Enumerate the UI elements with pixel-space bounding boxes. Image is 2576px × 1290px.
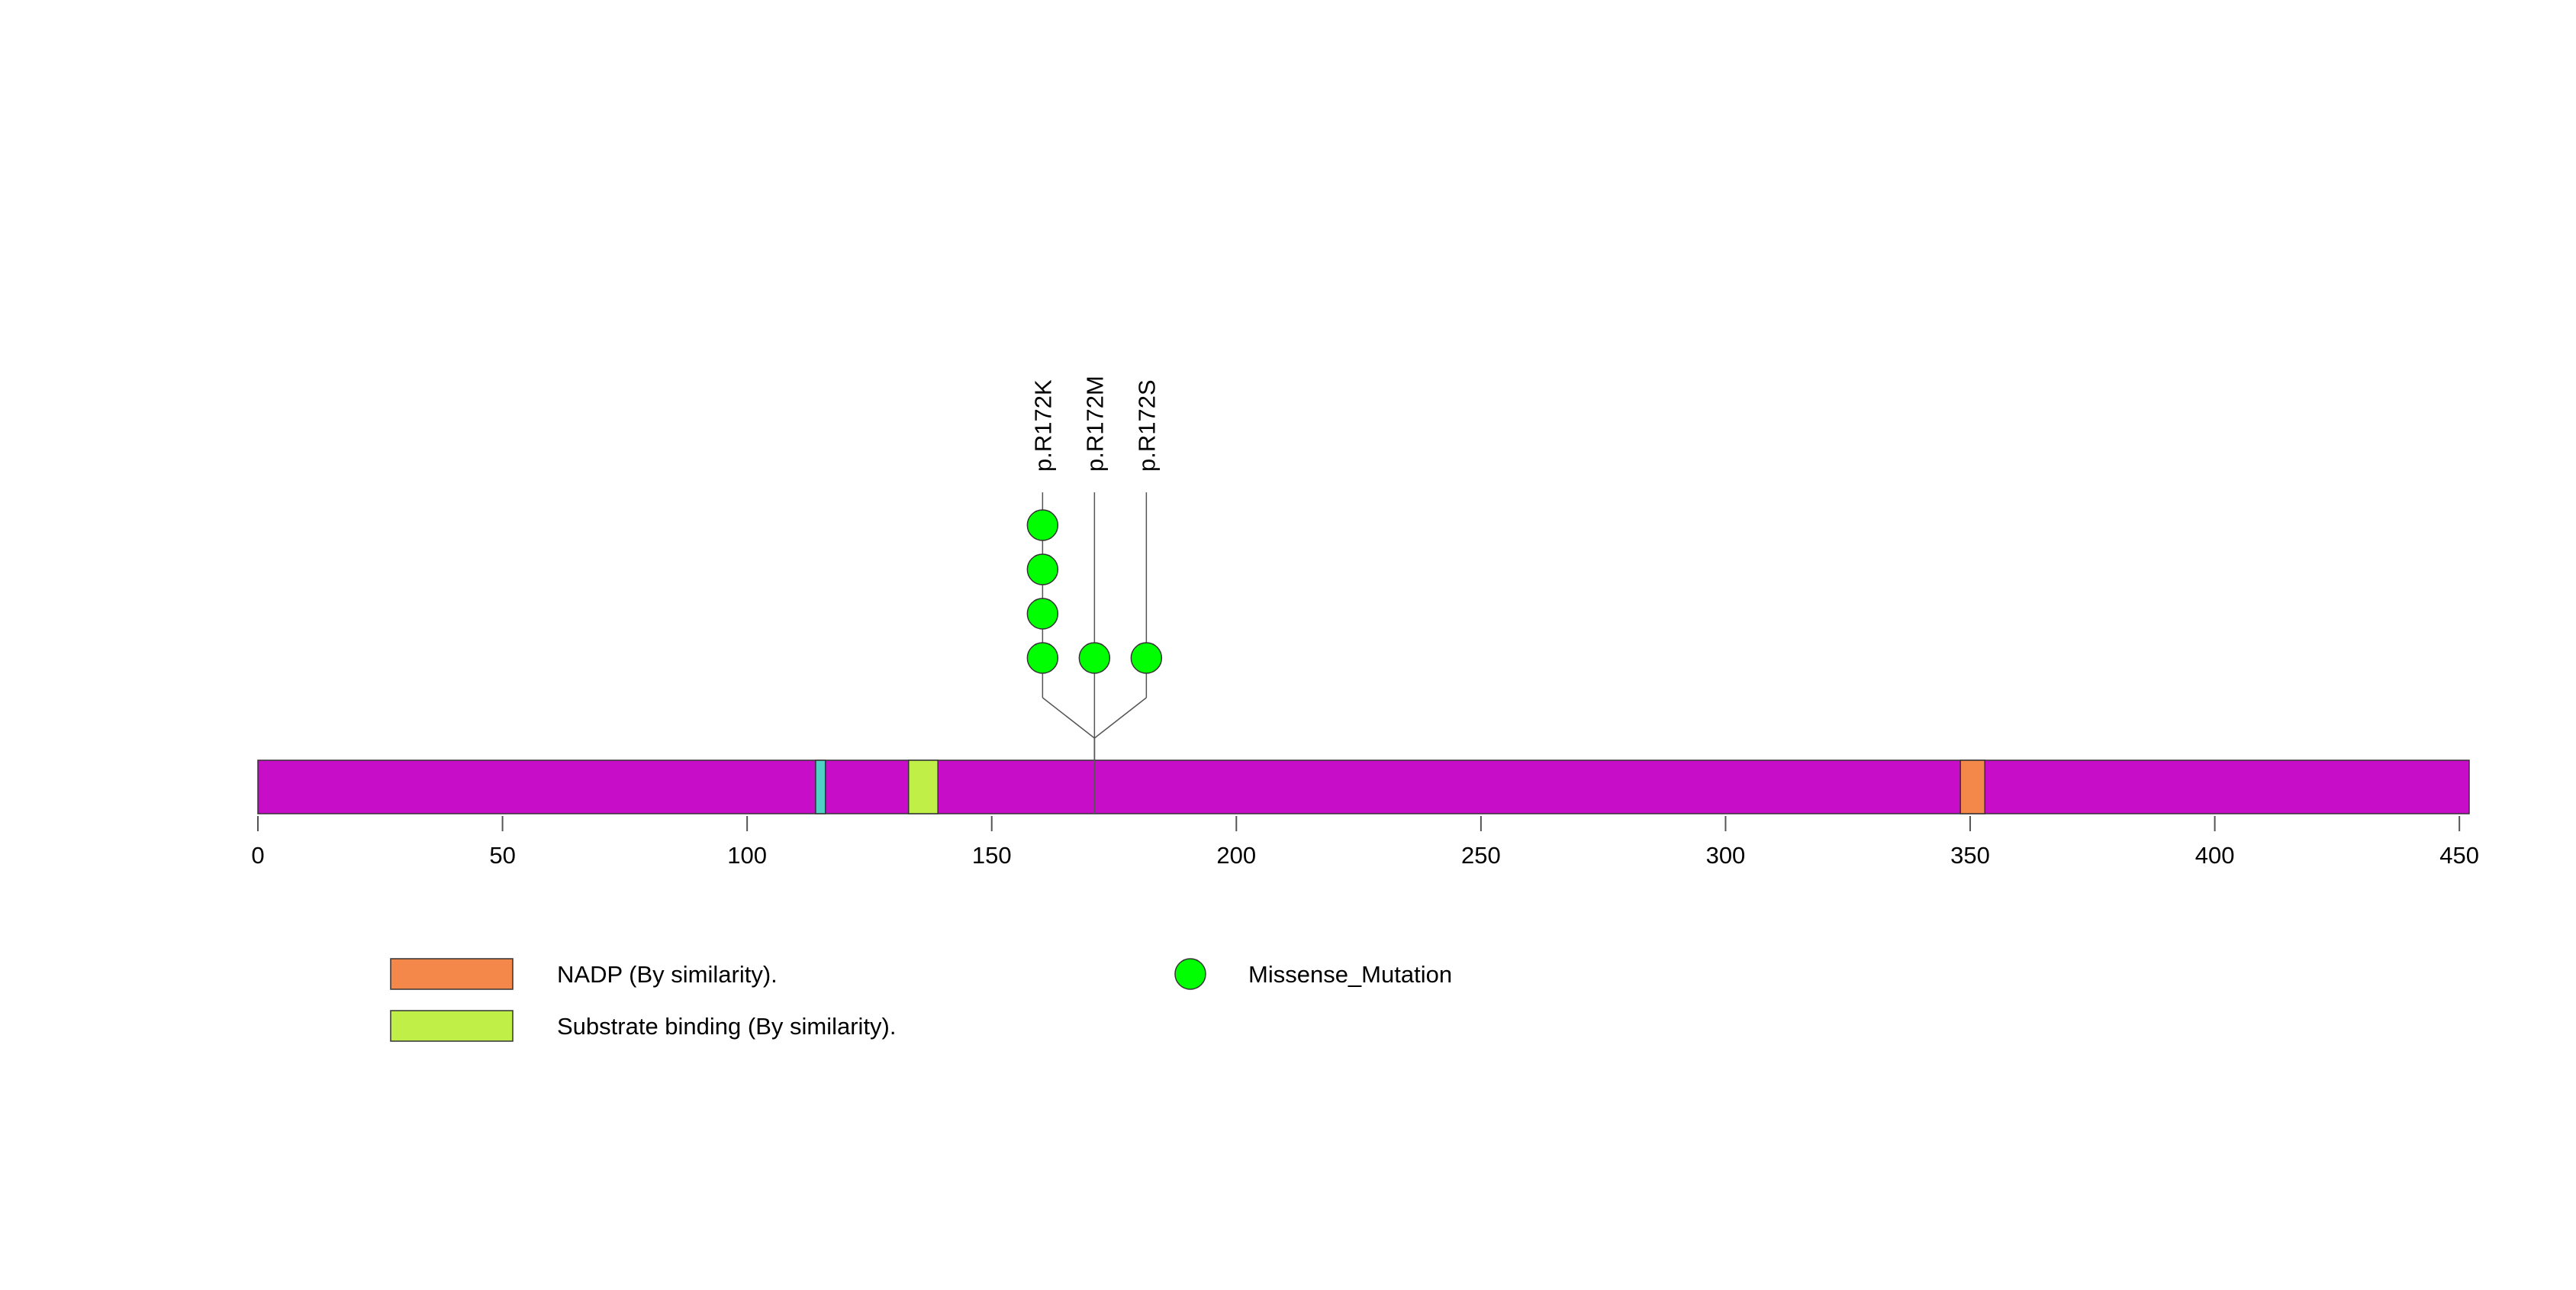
- axis-tick-label-0: 0: [251, 842, 264, 869]
- mutation-marker-0-0: [1026, 642, 1059, 674]
- domain-block-0: [815, 759, 826, 814]
- axis-tick-label-450: 450: [2439, 842, 2479, 869]
- stem-diagonal-0: [1042, 697, 1095, 739]
- mutation-labels: p.R172K p.R172M p.R172S: [1029, 376, 1160, 472]
- axis-tick-label-350: 350: [1950, 842, 1990, 869]
- legend-label-0: NADP (By similarity).: [557, 961, 778, 988]
- legend-swatch-1: [390, 1010, 514, 1042]
- mutation-marker-2-0: [1130, 642, 1163, 674]
- domain-layer: [815, 759, 1986, 814]
- mutation-marker-0-2: [1026, 553, 1059, 585]
- stem-diagonal-2: [1093, 697, 1147, 739]
- legend-mutation-label-0: Missense_Mutation: [1248, 961, 1452, 988]
- axis-tick-label-100: 100: [727, 842, 767, 869]
- mutation-label-1: p.R172M: [1081, 376, 1108, 472]
- mutation-marker-0-3: [1026, 509, 1059, 541]
- axis-tick-label-250: 250: [1461, 842, 1501, 869]
- mutation-marker-0-1: [1026, 598, 1059, 630]
- domain-block-2: [1959, 759, 1986, 814]
- mutation-label-2: p.R172S: [1133, 379, 1160, 472]
- legend: NADP (By similarity). Substrate binding (…: [390, 958, 1452, 1042]
- protein-backbone-layer: [257, 759, 2470, 814]
- mutation-label-0: p.R172K: [1029, 379, 1056, 472]
- mutation-markers: [1026, 509, 1163, 674]
- axis-tick-label-400: 400: [2195, 842, 2235, 869]
- axis-tick-label-150: 150: [972, 842, 1012, 869]
- x-axis: 0 50 100 150 200 250 300 350 400 450: [251, 816, 2479, 869]
- axis-tick-label-50: 50: [489, 842, 515, 869]
- protein-backbone: [257, 759, 2470, 814]
- mutation-marker-1-0: [1078, 642, 1111, 674]
- legend-mutation-marker-0: [1174, 958, 1206, 990]
- domain-block-1: [907, 759, 939, 814]
- axis-tick-label-300: 300: [1706, 842, 1746, 869]
- legend-swatch-0: [390, 958, 514, 990]
- legend-label-1: Substrate binding (By similarity).: [557, 1013, 897, 1040]
- axis-tick-label-200: 200: [1216, 842, 1256, 869]
